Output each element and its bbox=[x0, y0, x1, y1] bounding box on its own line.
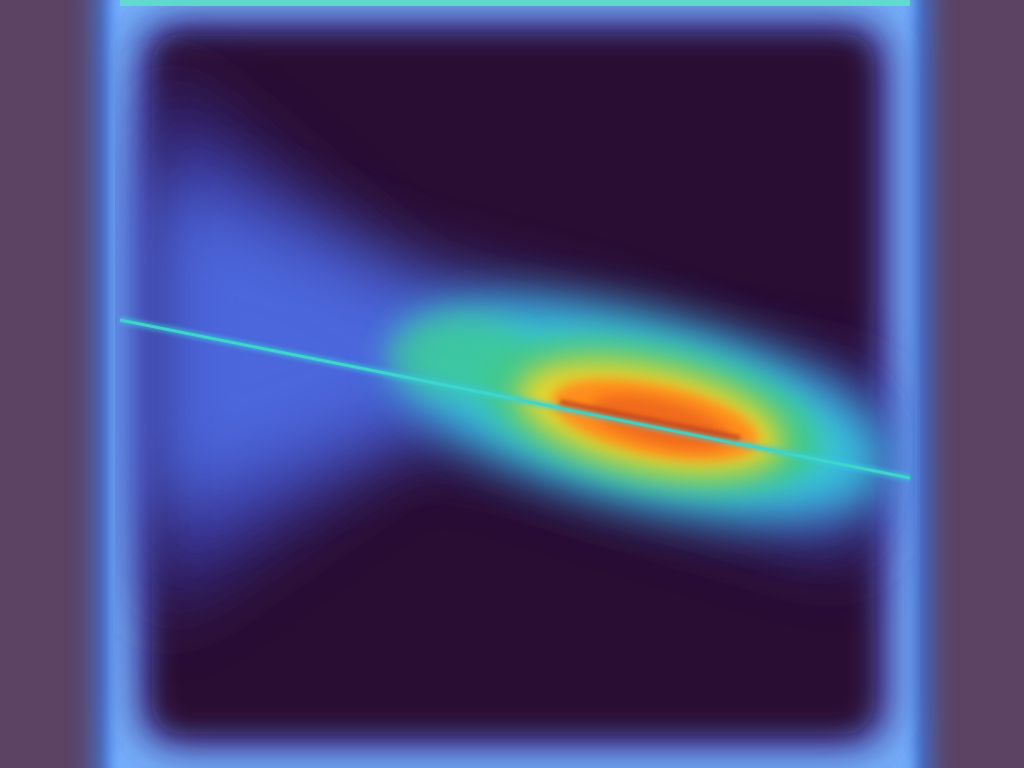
left-panel-band bbox=[0, 0, 110, 768]
right-panel-band bbox=[914, 0, 1024, 768]
diagonal-line bbox=[119, 316, 911, 482]
top-edge-highlight bbox=[120, 0, 910, 6]
hotspot-core-line bbox=[559, 399, 741, 441]
